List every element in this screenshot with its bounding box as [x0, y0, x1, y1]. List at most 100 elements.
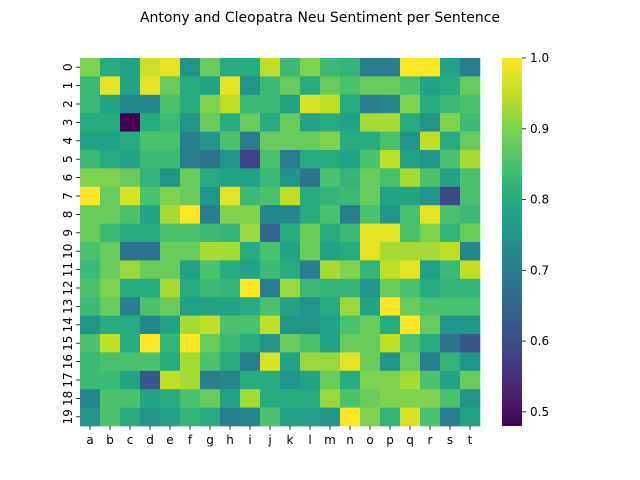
heatmap-cell-0-g: [200, 58, 221, 77]
heatmap-cell-18-t: [460, 389, 481, 408]
heatmap-cell-14-q: [400, 315, 421, 335]
heatmap-cell-8-d: [140, 205, 161, 224]
heatmap-cell-17-d: [140, 370, 161, 390]
heatmap-cell-16-j: [260, 352, 281, 372]
heatmap-cell-11-f: [180, 260, 201, 280]
heatmap-cell-19-t: [460, 407, 481, 427]
heatmap-cell-4-i: [240, 131, 261, 151]
heatmap-cell-11-q: [400, 260, 421, 280]
heatmap-cell-18-b: [100, 389, 121, 408]
heatmap-cell-4-p: [380, 131, 401, 151]
heatmap-cell-11-d: [140, 260, 161, 280]
y-tick-label: 6: [61, 174, 75, 182]
heatmap-cell-15-e: [160, 334, 181, 353]
heatmap-cell-18-h: [220, 389, 241, 408]
heatmap-cell-17-m: [320, 370, 341, 390]
heatmap-cell-11-o: [360, 260, 381, 280]
heatmap-cell-9-p: [380, 223, 401, 243]
heatmap-cell-3-o: [360, 113, 381, 132]
heatmap-cell-16-l: [300, 352, 321, 372]
heatmap-cell-19-i: [240, 407, 261, 427]
heatmap-cell-0-e: [160, 58, 181, 77]
heatmap-cell-0-c: [120, 58, 141, 77]
heatmap-cell-17-j: [260, 370, 281, 390]
heatmap-cell-7-o: [360, 186, 381, 206]
heatmap-cell-3-t: [460, 113, 481, 132]
heatmap-cell-16-s: [440, 352, 461, 372]
heatmap-cell-3-s: [440, 113, 461, 132]
heatmap-cell-5-n: [340, 150, 361, 169]
heatmap-cell-16-t: [460, 352, 481, 372]
heatmap-cell-8-k: [280, 205, 301, 224]
heatmap-cell-10-m: [320, 242, 341, 261]
heatmap-cell-16-k: [280, 352, 301, 372]
heatmap-cell-14-f: [180, 315, 201, 335]
heatmap-cell-11-e: [160, 260, 181, 280]
heatmap-cell-4-t: [460, 131, 481, 151]
heatmap-cell-13-c: [120, 297, 141, 316]
heatmap-cell-3-a: [80, 113, 101, 132]
heatmap-cell-14-i: [240, 315, 261, 335]
heatmap-cell-5-k: [280, 150, 301, 169]
heatmap-cell-13-h: [220, 297, 241, 316]
heatmap-cell-2-h: [220, 94, 241, 114]
heatmap-cell-6-g: [200, 168, 221, 188]
heatmap-cell-16-m: [320, 352, 341, 372]
heatmap-cell-3-b: [100, 113, 121, 132]
heatmap-cell-7-n: [340, 186, 361, 206]
heatmap-cell-15-s: [440, 334, 461, 353]
heatmap-cell-9-s: [440, 223, 461, 243]
heatmap-cell-1-g: [200, 76, 221, 96]
heatmap-cell-16-r: [420, 352, 441, 372]
heatmap-cell-2-f: [180, 94, 201, 114]
heatmap-cell-10-s: [440, 242, 461, 261]
heatmap-cell-14-l: [300, 315, 321, 335]
heatmap-cell-15-f: [180, 334, 201, 353]
x-tick-label: r: [428, 433, 433, 447]
heatmap-cell-16-n: [340, 352, 361, 372]
heatmap-cell-8-r: [420, 205, 441, 224]
heatmap-cell-12-f: [180, 278, 201, 298]
heatmap-cell-6-j: [260, 168, 281, 188]
y-tick-label: 13: [61, 299, 75, 314]
heatmap-cell-11-i: [240, 260, 261, 280]
heatmap-cell-8-s: [440, 205, 461, 224]
heatmap-cell-9-m: [320, 223, 341, 243]
heatmap-cell-9-r: [420, 223, 441, 243]
heatmap-cell-3-p: [380, 113, 401, 132]
heatmap-cell-5-r: [420, 150, 441, 169]
heatmap-cell-19-d: [140, 407, 161, 427]
heatmap-cell-15-j: [260, 334, 281, 353]
x-tick-label: p: [386, 433, 394, 447]
heatmap-cell-9-h: [220, 223, 241, 243]
x-tick-label: s: [447, 433, 453, 447]
heatmap-cell-14-b: [100, 315, 121, 335]
heatmap-cell-5-m: [320, 150, 341, 169]
heatmap-cell-2-a: [80, 94, 101, 114]
y-tick-label: 14: [61, 317, 75, 332]
heatmap-cell-4-a: [80, 131, 101, 151]
heatmap-cell-7-h: [220, 186, 241, 206]
heatmap-cell-17-g: [200, 370, 221, 390]
heatmap-cell-5-l: [300, 150, 321, 169]
heatmap-cell-0-h: [220, 58, 241, 77]
heatmap-cell-7-d: [140, 186, 161, 206]
heatmap-cell-11-c: [120, 260, 141, 280]
y-tick-label: 0: [61, 63, 75, 71]
heatmap-cell-4-q: [400, 131, 421, 151]
heatmap-cell-8-i: [240, 205, 261, 224]
heatmap-cell-10-c: [120, 242, 141, 261]
heatmap-cell-3-j: [260, 113, 281, 132]
heatmap-cell-19-q: [400, 407, 421, 427]
heatmap-cell-19-j: [260, 407, 281, 427]
heatmap-cell-8-g: [200, 205, 221, 224]
heatmap-cell-17-i: [240, 370, 261, 390]
heatmap-cell-6-f: [180, 168, 201, 188]
heatmap-cell-13-t: [460, 297, 481, 316]
heatmap-cell-12-s: [440, 278, 461, 298]
y-tick-label: 18: [61, 391, 75, 406]
x-tick-label: m: [324, 433, 336, 447]
y-tick-label: 15: [61, 336, 75, 351]
heatmap-cell-8-h: [220, 205, 241, 224]
